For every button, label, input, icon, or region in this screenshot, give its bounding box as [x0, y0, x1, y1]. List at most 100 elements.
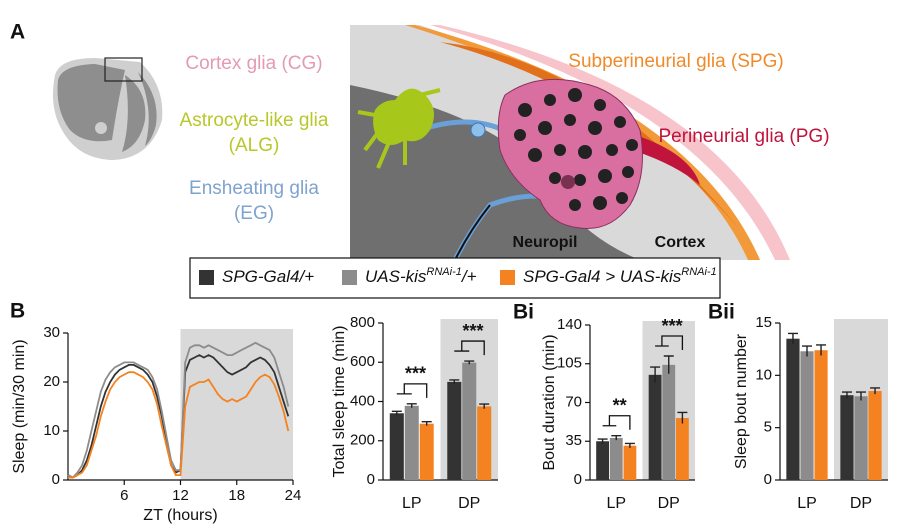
- bar: [419, 423, 434, 480]
- error-bar: [677, 411, 688, 424]
- error-bar: [406, 403, 417, 408]
- legend-swatch: [342, 270, 357, 285]
- x-tick-label: 6: [120, 487, 128, 504]
- panel-label: B: [10, 300, 25, 323]
- error-bar: [391, 410, 402, 416]
- error-bar: [449, 379, 460, 384]
- error-bar: [464, 360, 475, 365]
- bar: [662, 364, 676, 480]
- bar: [623, 445, 637, 480]
- y-axis-label: Total sleep time (min): [331, 325, 348, 477]
- x-tick-label: 24: [285, 487, 302, 504]
- bar: [389, 413, 404, 480]
- x-tick-label: 12: [172, 487, 189, 504]
- bar: [447, 381, 462, 480]
- error-bar: [841, 391, 852, 399]
- x-tick-label: LP: [402, 495, 422, 512]
- label-alg: Astrocyte-like glia: [180, 110, 329, 131]
- legend-text: UAS-kis: [365, 267, 427, 286]
- legend-sup: RNAi-1: [426, 266, 461, 278]
- significance-label: ***: [405, 364, 426, 384]
- error-bar: [663, 355, 674, 374]
- sleep-line: [68, 371, 290, 479]
- y-tick-label: 0: [764, 471, 772, 488]
- bar: [462, 362, 477, 480]
- bar: [675, 418, 689, 480]
- label-spg: Subperineurial glia (SPG): [568, 51, 783, 72]
- error-bar: [479, 403, 490, 409]
- y-tick-label: 70: [565, 393, 582, 410]
- label-alg: (ALG): [229, 135, 280, 156]
- y-tick-label: 20: [43, 373, 60, 390]
- significance-bracket: [602, 415, 631, 430]
- y-tick-label: 0: [574, 471, 582, 488]
- legend-swatch: [500, 270, 515, 285]
- bar: [477, 406, 492, 480]
- legend-text: SPG-Gal4/+: [222, 267, 314, 286]
- error-bar: [624, 442, 635, 448]
- label-pg: Perineurial glia (PG): [658, 126, 829, 147]
- bar: [868, 391, 882, 480]
- bar: [814, 350, 828, 480]
- y-tick-label: 140: [557, 316, 582, 333]
- y-tick-label: 5: [764, 419, 772, 436]
- y-tick-label: 200: [350, 432, 375, 449]
- error-bar: [650, 366, 661, 383]
- label-eg: (EG): [234, 203, 274, 224]
- significance-label: ***: [462, 321, 483, 341]
- error-bar: [802, 345, 812, 357]
- glia-diagram: [350, 25, 790, 260]
- panel-label: A: [10, 21, 25, 44]
- label-cg: Cortex glia (CG): [185, 53, 322, 74]
- significance-bracket: [396, 383, 428, 398]
- y-tick-label: 400: [350, 392, 375, 409]
- sleep-line: [67, 341, 290, 479]
- y-tick-label: 35: [565, 432, 582, 449]
- label-cortex: Cortex: [655, 234, 706, 251]
- y-tick-label: 15: [755, 314, 772, 331]
- legend-box: [189, 257, 721, 299]
- y-axis-label: Sleep bout number: [733, 333, 750, 469]
- significance-label: **: [613, 395, 627, 415]
- y-axis-label: Sleep (min/30 min): [11, 339, 28, 473]
- y-tick-label: 800: [350, 314, 375, 331]
- sleep-line: [67, 354, 290, 479]
- legend-label: SPG-Gal4/+: [222, 267, 314, 286]
- legend-label: SPG-Gal4 > UAS-kisRNAi-1: [523, 266, 717, 287]
- panel-label: Bii: [708, 301, 735, 324]
- legend-swatch: [199, 270, 214, 285]
- y-tick-label: 0: [367, 471, 375, 488]
- significance-bracket: [655, 335, 684, 350]
- y-tick-label: 10: [43, 422, 60, 439]
- x-tick-label: LP: [797, 495, 817, 512]
- y-tick-label: 30: [43, 324, 60, 341]
- y-tick-label: 105: [557, 355, 582, 372]
- x-tick-label: DP: [658, 495, 680, 512]
- x-tick-label: DP: [458, 495, 480, 512]
- error-bar: [421, 421, 432, 426]
- bar: [840, 395, 854, 480]
- bar: [786, 338, 800, 480]
- bar: [800, 351, 814, 480]
- x-tick-label: LP: [606, 495, 626, 512]
- significance-bracket: [454, 340, 485, 356]
- error-bar: [856, 391, 866, 401]
- label-neuropil: Neuropil: [513, 234, 578, 251]
- x-tick-label: DP: [850, 495, 872, 512]
- x-axis-label: ZT (hours): [143, 507, 217, 524]
- y-axis-label: Bout duration (min): [541, 334, 558, 470]
- legend-label: UAS-kisRNAi-1/+: [365, 266, 477, 287]
- y-tick-label: 0: [52, 471, 60, 488]
- bar: [404, 405, 419, 480]
- bar: [609, 437, 623, 480]
- error-bar: [816, 344, 827, 356]
- y-tick-label: 10: [755, 366, 772, 383]
- legend-text: /+: [461, 267, 477, 286]
- bar: [648, 374, 662, 480]
- error-bar: [870, 387, 881, 395]
- legend-sup: RNAi-1: [681, 266, 716, 278]
- error-bar: [611, 435, 622, 441]
- label-eg: Ensheating glia: [189, 178, 319, 199]
- legend-text: SPG-Gal4 > UAS-kis: [523, 267, 682, 286]
- x-tick-label: 18: [228, 487, 245, 504]
